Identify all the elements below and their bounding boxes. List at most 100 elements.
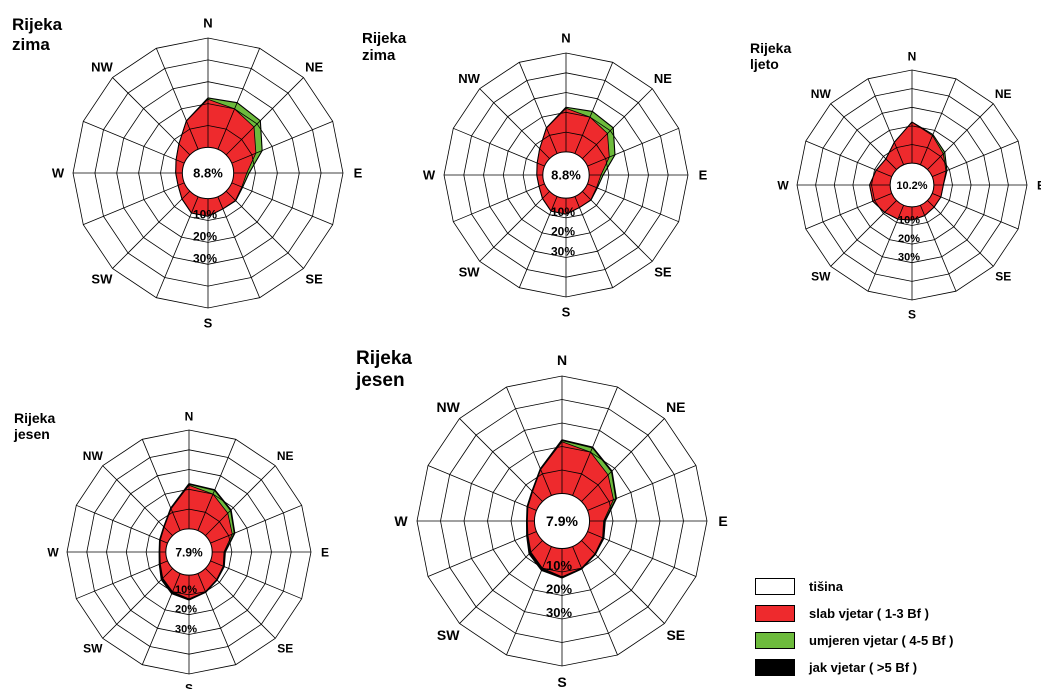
grid-spoke bbox=[572, 386, 618, 496]
direction-label-n: N bbox=[561, 31, 570, 46]
grid-spoke bbox=[506, 546, 552, 656]
direction-label-w: W bbox=[52, 166, 65, 181]
direction-label-se: SE bbox=[654, 265, 672, 280]
grid-spoke bbox=[459, 540, 543, 624]
grid-spoke bbox=[155, 48, 199, 150]
grid-spoke bbox=[459, 418, 543, 502]
direction-label-nw: NW bbox=[437, 399, 461, 415]
direction-label-n: N bbox=[908, 49, 917, 63]
grid-spoke bbox=[427, 465, 537, 511]
grid-spoke bbox=[205, 568, 276, 639]
ring-label: 20% bbox=[193, 229, 217, 243]
direction-label-ne: NE bbox=[305, 60, 323, 75]
legend-swatch-strong-wind bbox=[755, 659, 795, 676]
wind-rose-4: 7.9% 10% 20% 30% N NE E SE S SW W NW bbox=[47, 409, 329, 689]
grid-spoke bbox=[518, 62, 558, 154]
grid-spoke bbox=[830, 103, 897, 170]
direction-label-se: SE bbox=[277, 642, 293, 656]
grid-spoke bbox=[197, 439, 237, 531]
direction-label-e: E bbox=[354, 166, 363, 181]
ring-label: 30% bbox=[898, 252, 920, 264]
calm-circle bbox=[542, 151, 590, 199]
grid-spoke bbox=[581, 540, 665, 624]
legend-item-calm: tišina bbox=[755, 578, 843, 595]
grid-spoke bbox=[225, 190, 304, 269]
direction-label-nw: NW bbox=[811, 87, 832, 101]
direction-label-se: SE bbox=[666, 627, 685, 643]
calm-circle bbox=[889, 162, 935, 208]
direction-label-w: W bbox=[394, 513, 408, 529]
chart-title: Rijeka zima bbox=[362, 30, 407, 65]
legend-swatch-light-wind bbox=[755, 605, 795, 622]
ring-label: 10% bbox=[898, 214, 920, 226]
ring-label: 30% bbox=[193, 251, 217, 265]
grid-spoke bbox=[205, 465, 276, 536]
direction-label-n: N bbox=[185, 409, 194, 423]
direction-label-nw: NW bbox=[91, 60, 113, 75]
grid-spoke bbox=[102, 465, 173, 536]
direction-label-s: S bbox=[185, 681, 193, 689]
ring-label: 20% bbox=[898, 233, 920, 245]
calm-circle bbox=[165, 528, 213, 576]
ring-label: 30% bbox=[175, 623, 197, 635]
grid-spoke bbox=[210, 504, 302, 544]
legend-item-moderate-wind: umjeren vjetar ( 4-5 Bf ) bbox=[755, 632, 954, 649]
grid-spoke bbox=[805, 140, 892, 178]
grid-spoke bbox=[479, 191, 550, 262]
direction-label-ne: NE bbox=[277, 449, 294, 463]
grid-spoke bbox=[479, 88, 550, 159]
calm-label: 10.2% bbox=[896, 180, 927, 192]
direction-label-w: W bbox=[777, 178, 789, 192]
grid-spoke bbox=[867, 205, 905, 292]
grid-spoke bbox=[587, 531, 697, 577]
grid-spoke bbox=[141, 573, 181, 665]
grid-spoke bbox=[582, 191, 653, 262]
direction-label-e: E bbox=[718, 513, 727, 529]
calm-label: 8.8% bbox=[193, 166, 223, 181]
grid-spoke bbox=[919, 205, 957, 292]
direction-label-n: N bbox=[557, 352, 567, 368]
grid-spoke bbox=[927, 200, 994, 267]
direction-label-s: S bbox=[557, 674, 566, 689]
legend-item-light-wind: slab vjetar ( 1-3 Bf ) bbox=[755, 605, 929, 622]
direction-label-nw: NW bbox=[83, 449, 104, 463]
grid-spoke bbox=[574, 62, 614, 154]
direction-label-sw: SW bbox=[437, 627, 460, 643]
grid-spoke bbox=[112, 190, 191, 269]
wind-rose-5: 7.9% 10% 20% 30% N NE E SE S SW W NW bbox=[394, 352, 727, 689]
direction-label-ne: NE bbox=[666, 399, 685, 415]
grid-spoke bbox=[197, 573, 237, 665]
direction-label-s: S bbox=[562, 305, 571, 320]
ring-label: 30% bbox=[546, 605, 572, 620]
grid-spoke bbox=[932, 140, 1019, 178]
grid-spoke bbox=[867, 78, 905, 165]
grid-spoke bbox=[76, 560, 168, 600]
grid-spoke bbox=[83, 182, 185, 226]
ring-label: 10% bbox=[175, 584, 197, 596]
wind-rose-1: 8.8% 10% 20% 30% N NE E SE S SW W NW bbox=[52, 16, 363, 331]
grid-spoke bbox=[919, 78, 957, 165]
grid-spoke bbox=[155, 196, 199, 298]
ring-label: 10% bbox=[193, 208, 217, 222]
chart-title: Rijeka jesen bbox=[14, 410, 56, 443]
grid-spoke bbox=[805, 192, 892, 230]
grid-spoke bbox=[932, 192, 1019, 230]
grid-spoke bbox=[830, 200, 897, 267]
grid-spoke bbox=[76, 504, 168, 544]
grid-spoke bbox=[453, 183, 545, 223]
legend-label: jak vjetar ( >5 Bf ) bbox=[809, 660, 918, 675]
direction-label-e: E bbox=[1037, 178, 1041, 192]
calm-label: 7.9% bbox=[175, 545, 203, 559]
calm-label: 8.8% bbox=[551, 168, 581, 183]
grid-spoke bbox=[427, 531, 537, 577]
ring-label: 30% bbox=[551, 244, 575, 258]
grid-spoke bbox=[518, 196, 558, 288]
direction-label-nw: NW bbox=[458, 71, 480, 86]
grid-spoke bbox=[453, 127, 545, 167]
grid-spoke bbox=[582, 88, 653, 159]
direction-label-sw: SW bbox=[83, 642, 103, 656]
chart-title: Rijeka ljeto bbox=[750, 40, 792, 73]
grid-spoke bbox=[581, 418, 665, 502]
grid-spoke bbox=[102, 568, 173, 639]
